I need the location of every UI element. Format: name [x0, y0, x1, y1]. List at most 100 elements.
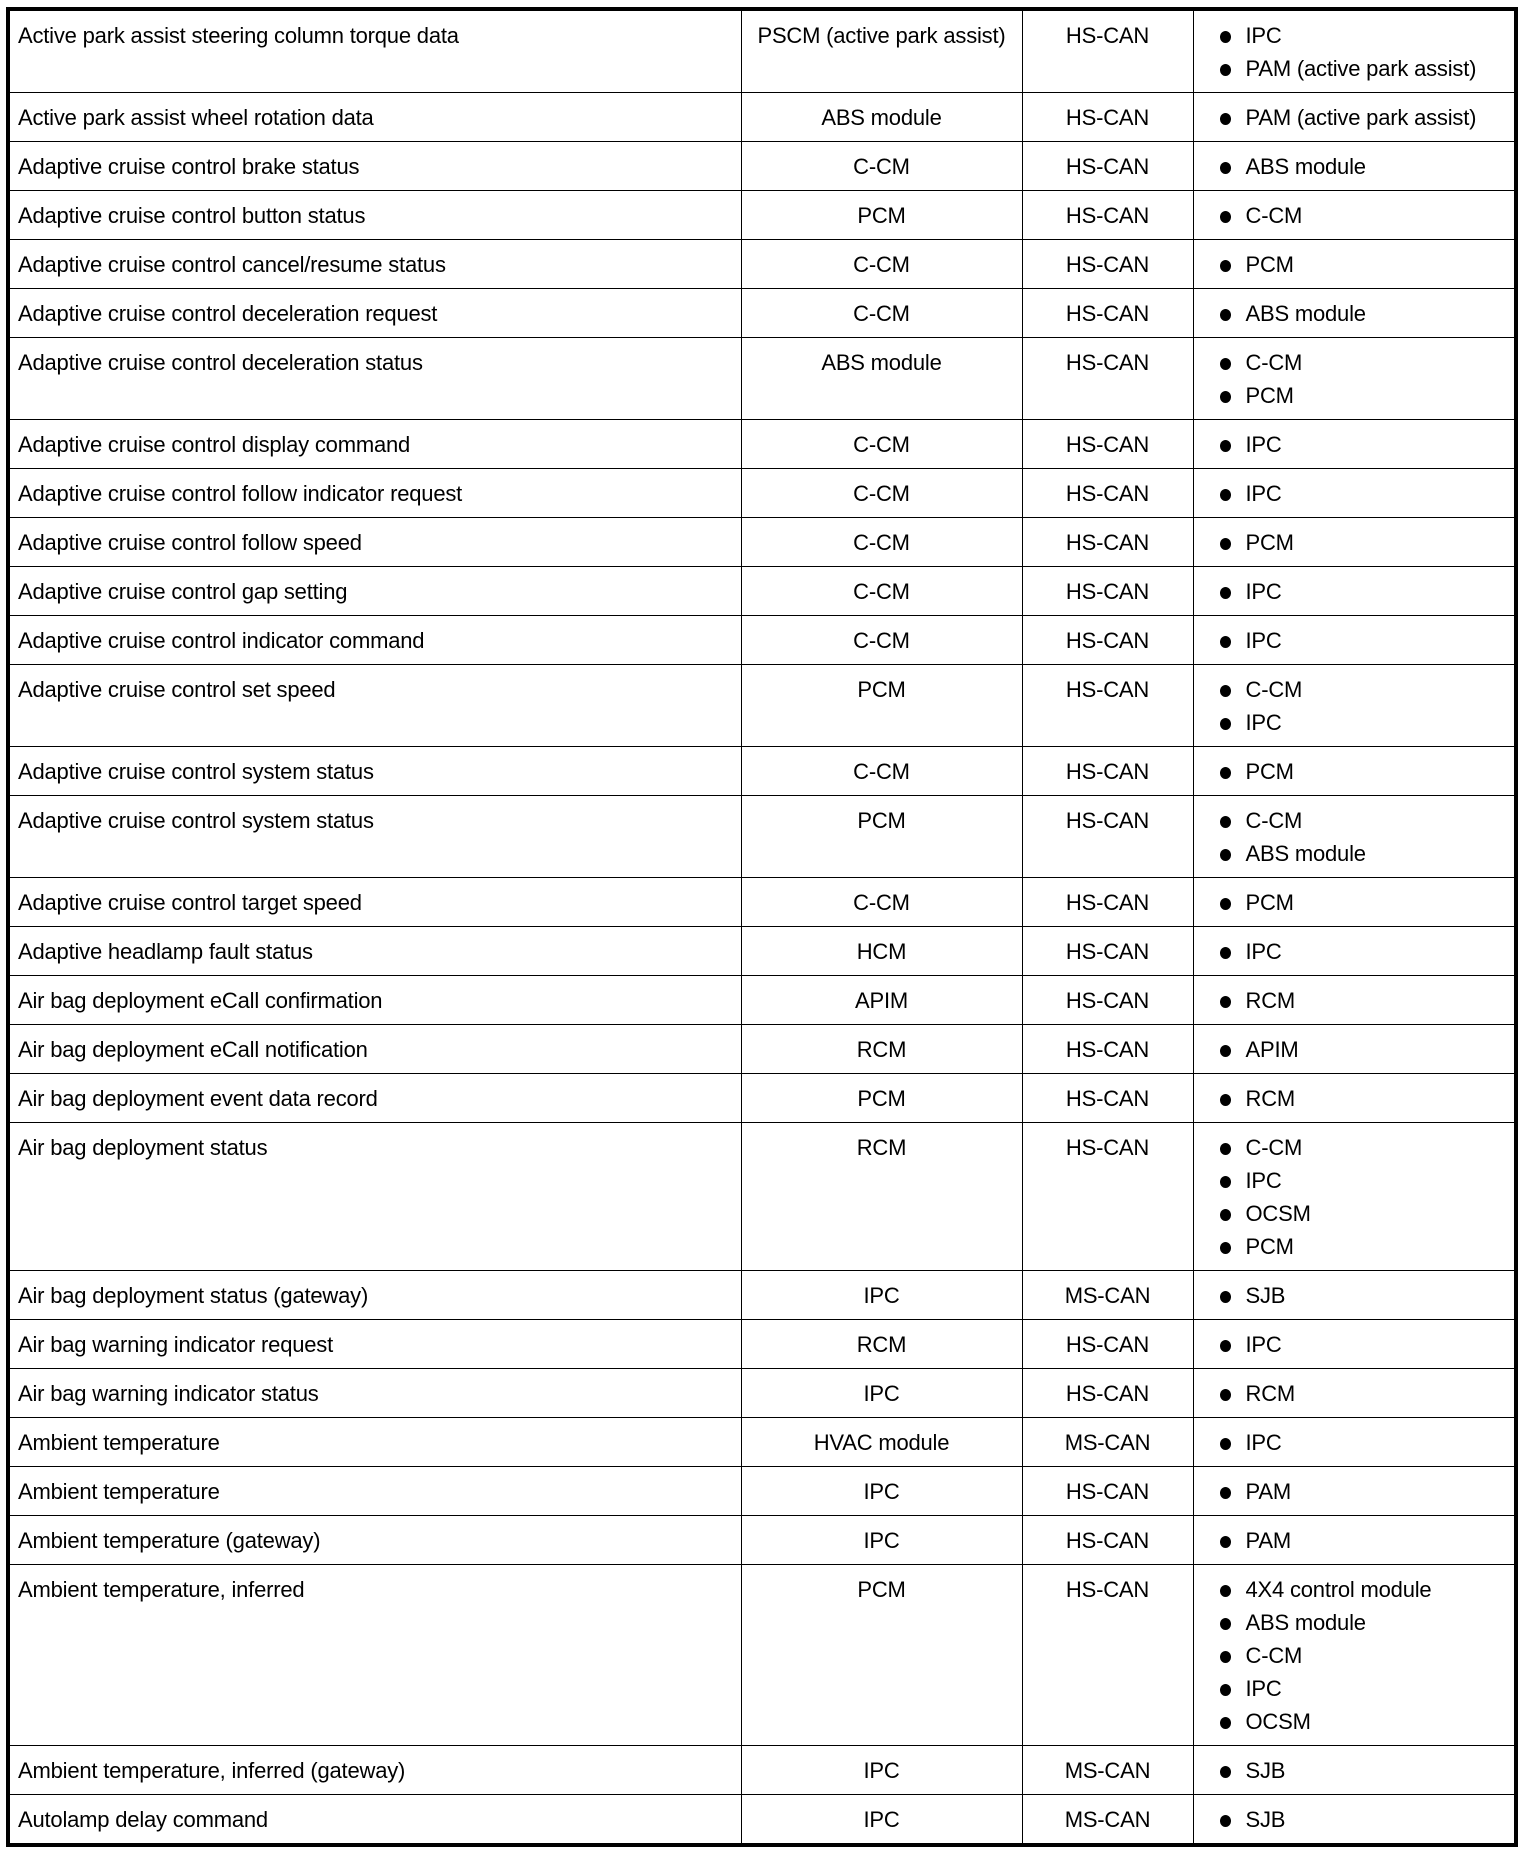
table-row: Adaptive cruise control cancel/resume st…	[7, 239, 1517, 289]
receiver-item: IPC	[1202, 1328, 1507, 1361]
originator-cell: C-CM	[740, 468, 1023, 518]
originator-cell: C-CM	[740, 419, 1023, 469]
table-row: Adaptive cruise control button status PCM…	[7, 190, 1517, 240]
receivers-cell: IPC	[1192, 926, 1517, 976]
message-cell: Adaptive cruise control follow speed	[7, 517, 742, 567]
table-row: Air bag deployment eCall notification RCM…	[7, 1024, 1517, 1074]
receivers-cell: IPC	[1192, 1319, 1517, 1369]
message-cell: Ambient temperature, inferred	[7, 1564, 742, 1746]
receiver-item: PAM	[1202, 1475, 1507, 1508]
receiver-item: ABS module	[1202, 150, 1507, 183]
message-cell: Adaptive cruise control gap setting	[7, 566, 742, 616]
message-cell: Ambient temperature (gateway)	[7, 1515, 742, 1565]
table-row: Air bag deployment status (gateway) IPC MS…	[7, 1270, 1517, 1320]
receivers-cell: PCM	[1192, 517, 1517, 567]
table-row: Adaptive cruise control brake status C-CM…	[7, 141, 1517, 191]
originator-cell: C-CM	[740, 566, 1023, 616]
receivers-cell: C-CM ABS module	[1192, 795, 1517, 878]
table-row: Air bag warning indicator request RCM HS-C…	[7, 1319, 1517, 1369]
originator-cell: IPC	[740, 1745, 1023, 1795]
table-row: Adaptive cruise control deceleration sta…	[7, 337, 1517, 420]
originator-cell: ABS module	[740, 92, 1023, 142]
receiver-list: ABS module	[1202, 150, 1507, 183]
table-row: Ambient temperature (gateway) IPC HS-CAN PA…	[7, 1515, 1517, 1565]
receiver-list: PCM	[1202, 886, 1507, 919]
network-cell: HS-CAN	[1021, 1024, 1194, 1074]
receiver-item: OCSM	[1202, 1705, 1507, 1738]
network-cell: HS-CAN	[1021, 615, 1194, 665]
table-row: Adaptive cruise control system status C-C…	[7, 746, 1517, 796]
receiver-item: SJB	[1202, 1754, 1507, 1787]
receivers-cell: PAM (active park assist)	[1192, 92, 1517, 142]
message-cell: Adaptive cruise control cancel/resume st…	[7, 239, 742, 289]
receivers-cell: C-CM IPC	[1192, 664, 1517, 747]
table-row: Active park assist wheel rotation data AB…	[7, 92, 1517, 142]
receivers-cell: IPC	[1192, 468, 1517, 518]
table-row: Air bag warning indicator status IPC HS-CA…	[7, 1368, 1517, 1418]
originator-cell: IPC	[740, 1794, 1023, 1846]
originator-cell: IPC	[740, 1270, 1023, 1320]
table-row: Adaptive cruise control target speed C-CM…	[7, 877, 1517, 927]
receiver-item: IPC	[1202, 19, 1507, 52]
receiver-item: IPC	[1202, 706, 1507, 739]
network-cell: HS-CAN	[1021, 1564, 1194, 1746]
table-row: Active park assist steering column torqu…	[7, 8, 1517, 93]
table-row: Adaptive headlamp fault status HCM HS-CAN I…	[7, 926, 1517, 976]
message-cell: Ambient temperature, inferred (gateway)	[7, 1745, 742, 1795]
network-cell: MS-CAN	[1021, 1794, 1194, 1846]
originator-cell: RCM	[740, 1319, 1023, 1369]
network-cell: HS-CAN	[1021, 8, 1194, 93]
receiver-list: APIM	[1202, 1033, 1507, 1066]
receivers-cell: C-CM	[1192, 190, 1517, 240]
message-cell: Active park assist steering column torqu…	[7, 8, 742, 93]
message-cell: Adaptive cruise control deceleration req…	[7, 288, 742, 338]
receiver-list: SJB	[1202, 1803, 1507, 1836]
receiver-list: IPC PAM (active park assist)	[1202, 19, 1507, 85]
message-cell: Ambient temperature	[7, 1466, 742, 1516]
receiver-item: PCM	[1202, 379, 1507, 412]
receiver-list: PCM	[1202, 526, 1507, 559]
receivers-cell: C-CM IPC OCSM PCM	[1192, 1122, 1517, 1271]
network-cell: HS-CAN	[1021, 190, 1194, 240]
network-cell: HS-CAN	[1021, 288, 1194, 338]
receiver-item: ABS module	[1202, 297, 1507, 330]
table-row: Adaptive cruise control system status PCM…	[7, 795, 1517, 878]
receiver-list: RCM	[1202, 1082, 1507, 1115]
table-row: Adaptive cruise control deceleration req…	[7, 288, 1517, 338]
originator-cell: HVAC module	[740, 1417, 1023, 1467]
receiver-item: OCSM	[1202, 1197, 1507, 1230]
receivers-cell: ABS module	[1192, 288, 1517, 338]
receiver-list: PAM	[1202, 1524, 1507, 1557]
table-row: Adaptive cruise control set speed PCM HS-C…	[7, 664, 1517, 747]
receiver-item: SJB	[1202, 1803, 1507, 1836]
message-cell: Adaptive cruise control system status	[7, 795, 742, 878]
receivers-cell: IPC	[1192, 566, 1517, 616]
originator-cell: RCM	[740, 1024, 1023, 1074]
message-cell: Active park assist wheel rotation data	[7, 92, 742, 142]
receivers-cell: RCM	[1192, 1073, 1517, 1123]
receiver-item: C-CM	[1202, 199, 1507, 232]
receiver-item: 4X4 control module	[1202, 1573, 1507, 1606]
receiver-item: C-CM	[1202, 673, 1507, 706]
network-cell: HS-CAN	[1021, 1073, 1194, 1123]
table-row: Autolamp delay command IPC MS-CAN SJB	[7, 1794, 1517, 1846]
receiver-item: PAM (active park assist)	[1202, 52, 1507, 85]
originator-cell: ABS module	[740, 337, 1023, 420]
originator-cell: C-CM	[740, 288, 1023, 338]
receiver-list: SJB	[1202, 1754, 1507, 1787]
receiver-item: IPC	[1202, 1164, 1507, 1197]
receiver-item: PCM	[1202, 526, 1507, 559]
message-cell: Autolamp delay command	[7, 1794, 742, 1846]
receiver-item: ABS module	[1202, 837, 1507, 870]
receiver-item: IPC	[1202, 624, 1507, 657]
network-cell: HS-CAN	[1021, 92, 1194, 142]
receiver-list: C-CM PCM	[1202, 346, 1507, 412]
receivers-cell: IPC	[1192, 615, 1517, 665]
receiver-item: RCM	[1202, 1082, 1507, 1115]
message-cell: Air bag warning indicator request	[7, 1319, 742, 1369]
receiver-list: IPC	[1202, 477, 1507, 510]
receivers-cell: 4X4 control module ABS module C-CM IPC OCSM	[1192, 1564, 1517, 1746]
receivers-cell: ABS module	[1192, 141, 1517, 191]
table-row: Adaptive cruise control gap setting C-CM H…	[7, 566, 1517, 616]
originator-cell: PCM	[740, 664, 1023, 747]
